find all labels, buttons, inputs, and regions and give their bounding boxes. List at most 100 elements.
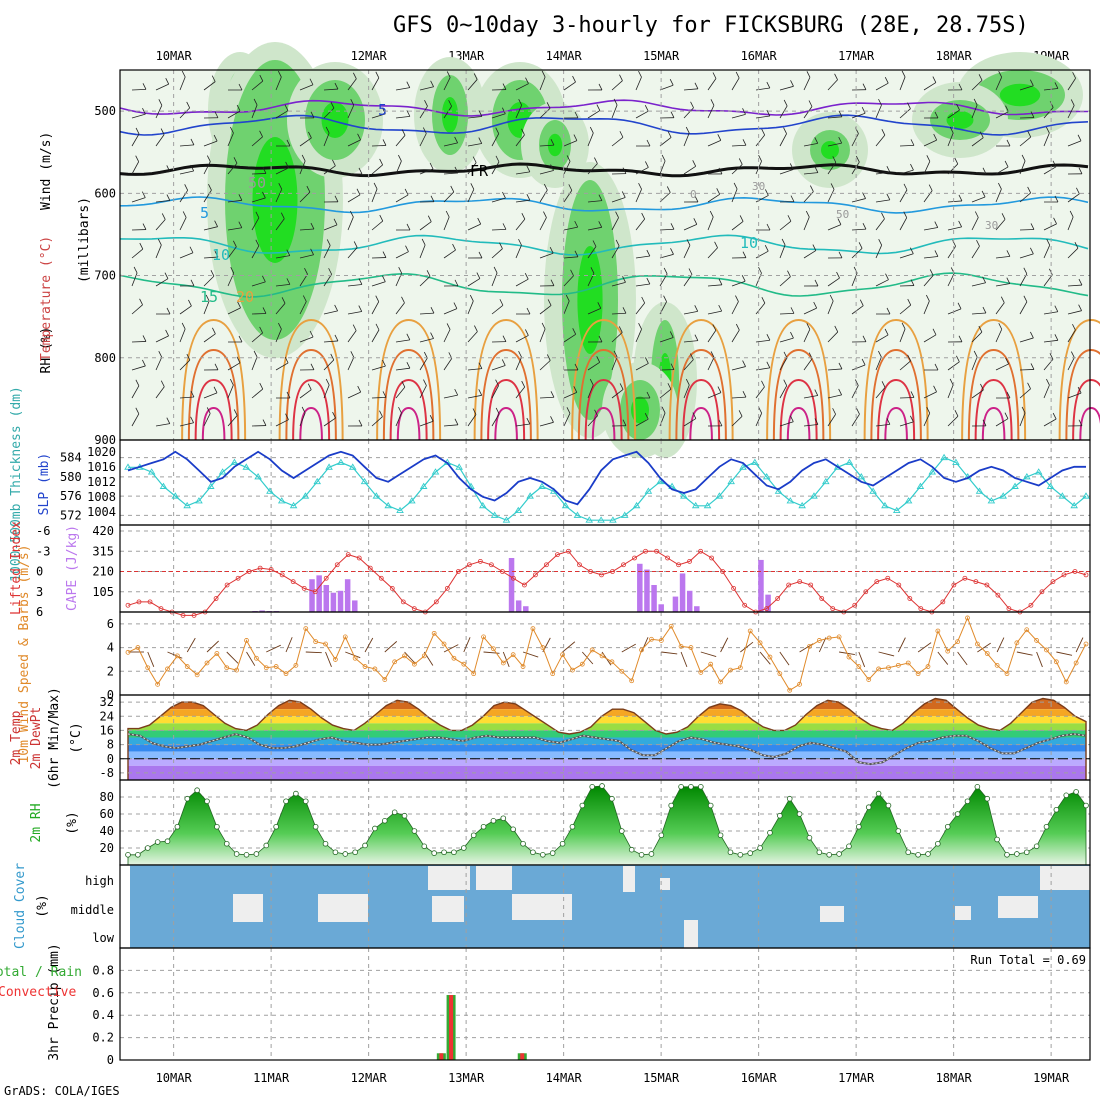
wind-barb	[443, 142, 458, 147]
wind-barb	[539, 252, 554, 259]
li-point	[455, 569, 461, 574]
wind-speed-point	[263, 665, 269, 671]
wind-barb	[1030, 223, 1035, 230]
precip-convective-bar	[520, 1053, 525, 1060]
wind-barb	[426, 270, 431, 277]
wind-barb	[998, 182, 1002, 190]
wind-barb	[622, 307, 627, 314]
wind-barb	[827, 224, 842, 231]
wind-barb	[635, 110, 649, 119]
wind-barb	[401, 380, 406, 388]
li-tick-label: 6	[36, 605, 43, 619]
wind-barb	[1067, 329, 1076, 343]
wind-barb	[803, 424, 818, 427]
wind-speed-point	[570, 667, 575, 673]
rh-point	[688, 783, 694, 790]
wind-speed-point	[728, 667, 733, 673]
wind-barb	[278, 183, 283, 190]
temperature-contour	[285, 348, 337, 441]
wind-barb	[450, 185, 455, 193]
rh-point	[135, 851, 141, 858]
wind-barb	[700, 651, 717, 657]
wind-barb	[563, 256, 578, 259]
thickness-point	[1011, 482, 1019, 489]
wind-barb	[230, 267, 235, 274]
wind-barb	[947, 132, 954, 147]
wind-barb	[184, 184, 189, 191]
precip-total-label: Total / Rain	[0, 965, 82, 980]
wind-barb	[886, 418, 891, 425]
wind-barb	[929, 269, 934, 276]
wind-barb	[382, 107, 386, 115]
wind-speed-point	[1073, 660, 1079, 666]
wind-barb	[349, 210, 354, 218]
li-point	[852, 602, 858, 608]
wind-barb	[731, 301, 739, 315]
wind-barb	[587, 163, 598, 175]
wind-barb	[155, 278, 169, 287]
wind-barb	[310, 111, 315, 119]
wind-speed-point	[708, 661, 714, 667]
wind-barb	[238, 83, 243, 91]
wind-barb	[502, 223, 507, 230]
thickness-point	[739, 463, 747, 470]
rh-point	[549, 850, 556, 856]
wind-barb	[419, 312, 434, 315]
cape-bar	[658, 604, 664, 612]
wind-barb	[1043, 107, 1054, 119]
wind-barb	[731, 366, 746, 371]
wind-barb	[814, 279, 819, 287]
wind-barb	[910, 163, 914, 171]
wind-barb	[347, 194, 361, 203]
rh-point	[816, 849, 823, 856]
wind-barb	[161, 213, 166, 220]
wind-barb	[1046, 239, 1051, 246]
temperature-contour	[981, 406, 1006, 441]
rh-point	[342, 851, 349, 857]
precip-tick-label: 0.6	[92, 986, 114, 1000]
cape-tick-label: 315	[92, 544, 114, 558]
wind-barb	[611, 312, 627, 315]
wind-barb	[1067, 247, 1079, 259]
wind-barb	[581, 651, 594, 665]
slp-tick-label: 1008	[87, 490, 116, 504]
rh-area	[321, 102, 349, 138]
wind-barb	[598, 335, 603, 343]
wind-barb	[707, 193, 720, 203]
temperature-contour	[766, 318, 832, 441]
wind-barb	[515, 335, 529, 343]
thickness-point	[337, 458, 345, 465]
temperature-contour	[487, 378, 526, 441]
wind-speed-point	[392, 659, 398, 665]
wind-barb	[923, 190, 933, 203]
wind-barb	[766, 334, 771, 341]
wind-barb	[827, 414, 836, 427]
wind-barb	[443, 216, 450, 231]
wind-barb	[165, 77, 170, 85]
wind-barb	[430, 332, 434, 339]
day-tick-label: 10MAR	[156, 49, 193, 63]
li-point	[588, 569, 593, 574]
wind-barb	[858, 651, 866, 668]
thickness-point	[561, 501, 570, 509]
precip-convective-bar	[439, 1053, 444, 1060]
precip-convective-bar	[449, 995, 454, 1060]
dewpoint-line	[127, 733, 1087, 765]
cape-bar	[694, 606, 700, 612]
wind-barb	[899, 108, 911, 119]
wind-barb	[179, 252, 194, 259]
wind-barb	[779, 421, 794, 427]
wind-barb	[227, 362, 241, 371]
thickness-axis-label: 1000-500mb Thickness (dm)	[9, 386, 24, 582]
wind-barb	[227, 199, 242, 203]
wind-barb	[758, 407, 763, 414]
wind-barb	[499, 299, 504, 306]
wind-barb	[448, 100, 452, 107]
thickness-point	[159, 482, 168, 489]
li-point	[764, 606, 770, 612]
wind-barb	[323, 340, 338, 343]
wind-barb	[491, 248, 503, 259]
wind-barb	[789, 163, 794, 170]
wind-barb	[467, 300, 474, 315]
wind-speed-point	[352, 655, 358, 661]
